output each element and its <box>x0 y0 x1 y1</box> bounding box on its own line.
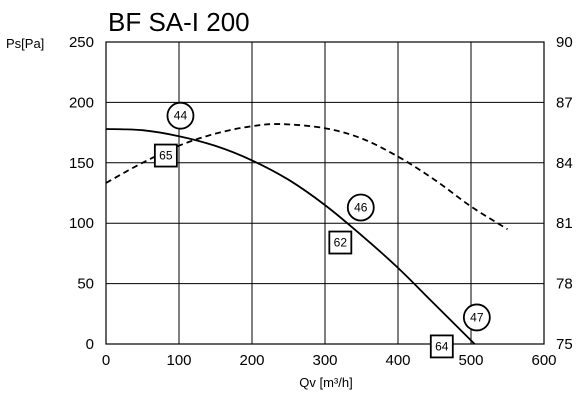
y2-tick-label: 78 <box>556 276 573 293</box>
square-marker <box>328 230 353 255</box>
square-marker <box>429 334 454 359</box>
x-tick-label: 200 <box>239 352 264 369</box>
circle-marker <box>462 303 491 332</box>
x-tick-label: 600 <box>531 352 556 369</box>
chart-title: BF SA-I 200 <box>108 7 250 37</box>
y2-tick-label: 87 <box>556 94 573 111</box>
y-tick-label: 100 <box>69 215 94 232</box>
y-tick-label: 250 <box>69 34 94 51</box>
y-axis-label: Ps[Pa] <box>6 36 44 51</box>
y-tick-label: 0 <box>86 336 94 353</box>
marker-label: 46 <box>354 200 368 214</box>
y2-tick-label: 90 <box>556 34 573 51</box>
solid-curve <box>105 128 476 345</box>
x-tick-label: 100 <box>166 352 191 369</box>
circle-marker <box>166 101 195 130</box>
grid <box>105 41 545 345</box>
y-tick-label: 50 <box>77 276 94 293</box>
data-series <box>105 123 508 345</box>
y2-tick-label: 84 <box>556 155 573 172</box>
marker-label: 44 <box>174 109 188 123</box>
circle-marker <box>346 193 375 222</box>
plot-frame <box>105 41 545 345</box>
marker-label: 64 <box>435 339 449 353</box>
x-tick-label: 400 <box>385 352 410 369</box>
x-tick-label: 0 <box>102 352 110 369</box>
y2-tick-label: 81 <box>556 215 573 232</box>
x-tick-label: 300 <box>312 352 337 369</box>
y2-tick-label: 75 <box>556 336 573 353</box>
y-tick-label: 200 <box>69 94 94 111</box>
square-marker <box>153 143 178 168</box>
tick-labels: 0 100 200 300 400 500 600 0 50 100 150 200 250 75 78 81… <box>69 34 573 369</box>
marker-label: 65 <box>159 149 173 163</box>
marker-label: 47 <box>470 310 484 324</box>
annotation-markers: 44 65 46 62 47 64 <box>153 101 491 359</box>
x-axis-label: Qv [m³/h] <box>299 375 352 390</box>
marker-label: 62 <box>334 236 348 250</box>
y-tick-label: 150 <box>69 155 94 172</box>
dashed-curve <box>105 123 508 230</box>
x-tick-label: 500 <box>458 352 483 369</box>
